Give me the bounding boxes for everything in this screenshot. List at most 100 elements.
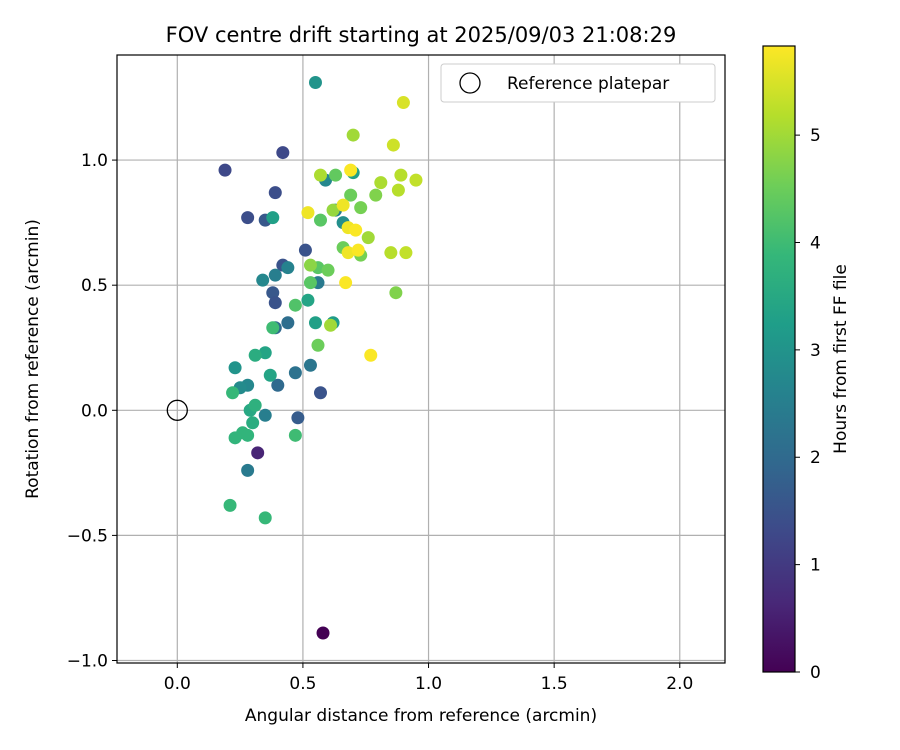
scatter-point bbox=[354, 201, 368, 215]
colorbar-label: Hours from first FF file bbox=[831, 264, 851, 454]
scatter-point bbox=[369, 188, 383, 202]
scatter-point bbox=[268, 186, 282, 200]
scatter-point bbox=[399, 246, 413, 260]
scatter-point bbox=[288, 298, 302, 312]
scatter-point bbox=[386, 138, 400, 152]
scatter-point bbox=[228, 361, 242, 375]
x-tick-label: 1.0 bbox=[415, 674, 442, 694]
scatter-point bbox=[409, 173, 423, 187]
scatter-point bbox=[266, 321, 280, 335]
scatter-point bbox=[303, 276, 317, 290]
colorbar-tick-label: 0 bbox=[810, 663, 821, 683]
scatter-point bbox=[336, 198, 350, 212]
scatter-point bbox=[321, 263, 335, 277]
scatter-point bbox=[374, 176, 388, 190]
y-tick-label: 0.5 bbox=[81, 276, 108, 296]
scatter-point bbox=[248, 348, 262, 362]
scatter-point bbox=[298, 243, 312, 257]
colorbar-ticks: 0 1 2 3 4 5 bbox=[795, 126, 821, 683]
scatter-point bbox=[326, 203, 340, 217]
scatter-point bbox=[281, 261, 295, 275]
scatter-point bbox=[276, 146, 290, 160]
scatter-point bbox=[241, 463, 255, 477]
scatter-point bbox=[361, 231, 375, 245]
scatter-point bbox=[241, 211, 255, 225]
x-tick-label: 1.5 bbox=[541, 674, 568, 694]
scatter-point bbox=[314, 213, 328, 227]
colorbar-gradient bbox=[762, 45, 796, 673]
colorbar-tick-label: 4 bbox=[810, 233, 821, 253]
scatter-point bbox=[288, 428, 302, 442]
grid bbox=[117, 55, 725, 663]
scatter-point bbox=[263, 368, 277, 382]
y-axis-label: Rotation from reference (arcmin) bbox=[23, 219, 43, 499]
scatter-point bbox=[384, 246, 398, 260]
scatter-point bbox=[271, 378, 285, 392]
x-tick-label: 0.5 bbox=[289, 674, 316, 694]
legend-box bbox=[440, 63, 716, 103]
scatter-point bbox=[228, 431, 242, 445]
scatter-point bbox=[258, 346, 272, 360]
scatter-point bbox=[394, 168, 408, 182]
scatter-point bbox=[349, 223, 363, 237]
y-tick-label: 1.0 bbox=[81, 151, 108, 171]
colorbar-tick-label: 5 bbox=[810, 126, 821, 146]
scatter-point bbox=[268, 268, 282, 282]
scatter-point bbox=[316, 626, 330, 640]
scatter-point bbox=[301, 206, 315, 220]
scatter-point bbox=[241, 428, 255, 442]
scatter-point bbox=[308, 316, 322, 330]
reference-layer bbox=[166, 399, 188, 421]
scatter-point bbox=[256, 273, 270, 287]
scatter-point bbox=[258, 511, 272, 525]
scatter-point bbox=[226, 386, 240, 400]
scatter-point bbox=[314, 386, 328, 400]
colorbar-tick-label: 3 bbox=[810, 341, 821, 361]
scatter-point bbox=[246, 416, 260, 430]
y-tick-label: 0.0 bbox=[81, 401, 108, 421]
scatter-point bbox=[344, 188, 358, 202]
points-layer bbox=[218, 76, 423, 640]
scatter-point bbox=[341, 246, 355, 260]
scatter-point bbox=[266, 286, 280, 300]
x-tick-label: 0.0 bbox=[164, 674, 191, 694]
scatter-point bbox=[351, 243, 365, 257]
legend-reference-marker bbox=[459, 72, 481, 94]
scatter-point bbox=[291, 411, 305, 425]
scatter-point bbox=[251, 446, 265, 460]
x-axis: 0.0 0.5 1.0 1.5 2.0 bbox=[164, 663, 693, 694]
y-axis: −1.0 −0.5 0.0 0.5 1.0 bbox=[67, 151, 117, 671]
scatter-point bbox=[281, 316, 295, 330]
plot-frame bbox=[116, 54, 726, 664]
x-tick-label: 2.0 bbox=[666, 674, 693, 694]
colorbar-tick-label: 2 bbox=[810, 448, 821, 468]
scatter-point bbox=[223, 498, 237, 512]
scatter-point bbox=[268, 296, 282, 310]
scatter-point bbox=[364, 348, 378, 362]
colorbar-tick-label: 1 bbox=[810, 556, 821, 576]
scatter-point bbox=[344, 163, 358, 177]
scatter-point bbox=[258, 408, 272, 422]
y-tick-label: −0.5 bbox=[67, 526, 108, 546]
colorbar: 0 1 2 3 4 5 Hours from first FF file bbox=[762, 45, 851, 683]
chart-title: FOV centre drift starting at 2025/09/03 … bbox=[166, 23, 677, 47]
x-axis-label: Angular distance from reference (arcmin) bbox=[245, 706, 597, 726]
scatter-point bbox=[308, 76, 322, 90]
scatter-point bbox=[396, 96, 410, 110]
scatter-point bbox=[346, 128, 360, 142]
legend-label: Reference platepar bbox=[507, 74, 669, 94]
scatter-point bbox=[303, 358, 317, 372]
reference-point-marker bbox=[166, 399, 188, 421]
y-tick-label: −1.0 bbox=[67, 651, 108, 671]
scatter-point bbox=[391, 183, 405, 197]
scatter-point bbox=[303, 258, 317, 272]
scatter-point bbox=[324, 318, 338, 332]
legend: Reference platepar bbox=[440, 63, 716, 103]
scatter-point bbox=[301, 293, 315, 307]
scatter-point bbox=[248, 398, 262, 412]
scatter-point bbox=[218, 163, 232, 177]
scatter-point bbox=[314, 168, 328, 182]
scatter-point bbox=[389, 286, 403, 300]
scatter-point bbox=[266, 211, 280, 225]
